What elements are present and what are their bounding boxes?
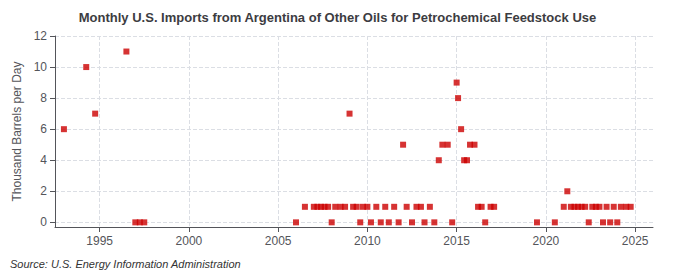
svg-text:Monthly U.S. Imports from Arge: Monthly U.S. Imports from Argentina of O… xyxy=(79,10,596,25)
svg-text:8: 8 xyxy=(40,91,47,105)
svg-text:12: 12 xyxy=(34,29,48,43)
svg-text:6: 6 xyxy=(40,122,47,136)
svg-text:2025: 2025 xyxy=(622,234,649,248)
svg-text:2: 2 xyxy=(40,184,47,198)
svg-text:10: 10 xyxy=(34,60,48,74)
svg-text:Source: U.S. Energy Informatio: Source: U.S. Energy Information Administ… xyxy=(10,258,241,270)
svg-text:2015: 2015 xyxy=(443,234,470,248)
svg-text:2010: 2010 xyxy=(354,234,381,248)
svg-text:Thousand Barrels per Day: Thousand Barrels per Day xyxy=(10,61,24,201)
svg-text:0: 0 xyxy=(40,215,47,229)
svg-text:2000: 2000 xyxy=(176,234,203,248)
svg-text:2020: 2020 xyxy=(533,234,560,248)
svg-text:4: 4 xyxy=(40,153,47,167)
svg-text:2005: 2005 xyxy=(265,234,292,248)
svg-text:1995: 1995 xyxy=(86,234,113,248)
